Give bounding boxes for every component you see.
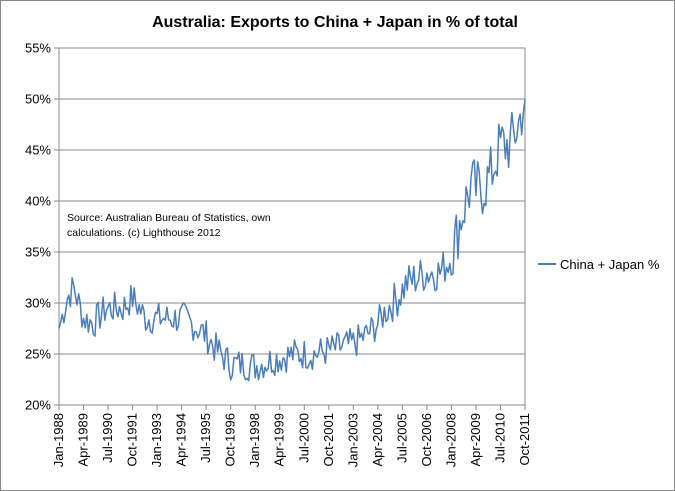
y-tick-label: 30% xyxy=(25,296,51,311)
x-axis: Jan-1988 Apr-1989 Jul-1990 Oct-1991 Jan-1993… xyxy=(51,405,532,467)
x-tick-label: Jan-2003 xyxy=(345,413,360,467)
source-annotation-line-2: calculations. (c) Lighthouse 2012 xyxy=(67,227,221,239)
x-tick-label: Oct-2001 xyxy=(321,413,336,466)
x-tick-label: Jan-1998 xyxy=(247,413,262,467)
gridlines xyxy=(59,47,525,406)
x-tick-label: Oct-1996 xyxy=(223,413,238,466)
x-tick-label: Jan-1993 xyxy=(149,413,164,467)
y-tick-label: 35% xyxy=(25,245,51,260)
y-tick-label: 55% xyxy=(25,41,51,56)
x-tick-label: Apr-2009 xyxy=(468,413,483,466)
y-tick-label: 20% xyxy=(25,398,51,413)
x-tick-label: Oct-2006 xyxy=(419,413,434,466)
x-tick-label: Jul-2000 xyxy=(296,413,311,463)
x-tick-label: Jul-1995 xyxy=(198,413,213,463)
y-axis: 20% 25% 30% 35% 40% 45% 50% 55% xyxy=(25,41,59,413)
source-annotation-line-1: Source: Australian Bureau of Statistics,… xyxy=(67,212,271,224)
x-tick-label: Jan-2008 xyxy=(443,413,458,467)
x-tick-label: Oct-1991 xyxy=(125,413,140,466)
chart-title: Australia: Exports to China + Japan in %… xyxy=(152,14,518,31)
y-tick-label: 25% xyxy=(25,347,51,362)
x-tick-label: Oct-2011 xyxy=(517,413,532,466)
series-line-china-japan xyxy=(58,98,526,382)
legend: China + Japan % xyxy=(538,257,660,272)
x-tick-label: Apr-1994 xyxy=(174,413,189,466)
x-tick-label: Apr-1989 xyxy=(76,413,91,466)
legend-label: China + Japan % xyxy=(560,257,660,272)
plot-area xyxy=(58,47,526,406)
x-tick-label: Jan-1988 xyxy=(51,413,66,467)
y-tick-label: 50% xyxy=(25,92,51,107)
x-tick-label: Jul-2005 xyxy=(394,413,409,463)
x-tick-label: Jul-1990 xyxy=(100,413,115,463)
y-tick-label: 45% xyxy=(25,143,51,158)
y-tick-label: 40% xyxy=(25,194,51,209)
x-tick-label: Jul-2010 xyxy=(492,413,507,463)
x-tick-label: Apr-1999 xyxy=(272,413,287,466)
x-tick-label: Apr-2004 xyxy=(370,413,385,466)
